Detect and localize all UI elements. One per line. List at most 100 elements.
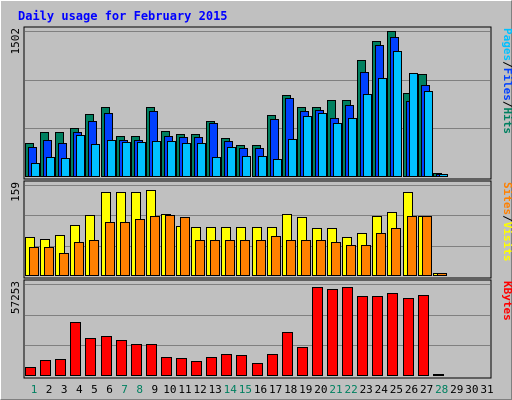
day-label-10: 10 (163, 383, 176, 396)
bar-kbytes-day-8 (131, 344, 142, 376)
day-label-25: 25 (390, 383, 403, 396)
bar-pages-day-1 (31, 163, 40, 177)
panel-bottom-ymax-label: 57253 (9, 281, 22, 314)
day-labels: 1 2 3 4 5 6 7 8 9 10 11 12 13 14 15 16 17 18 19 20 21 22 23 24 2… (31, 383, 494, 396)
bar-pages-day-20 (318, 113, 327, 177)
bar-sites-day-14 (225, 240, 235, 276)
bar-pages-day-18 (288, 139, 297, 177)
bar-kbytes-day-12 (191, 361, 202, 376)
day-label-20: 20 (314, 383, 327, 396)
day-label-8: 8 (136, 383, 143, 396)
day-label-18: 18 (284, 383, 297, 396)
day-label-13: 13 (209, 383, 222, 396)
chart-panels: 1502Pages/Files/Hits159Sites/Visits57253… (9, 26, 512, 379)
day-label-11: 11 (178, 383, 191, 396)
bar-sites-day-24 (376, 233, 386, 276)
bar-sites-day-12 (195, 240, 205, 276)
bar-kbytes-day-18 (282, 332, 293, 376)
bar-kbytes-day-28 (433, 374, 444, 376)
bar-sites-day-8 (135, 219, 145, 276)
bar-sites-day-1 (29, 247, 39, 276)
panel-top-legend: Pages/Files/Hits (501, 28, 512, 134)
day-label-21: 21 (329, 383, 342, 396)
bar-kbytes-day-14 (221, 354, 232, 376)
bar-kbytes-day-4 (70, 322, 81, 376)
panel-bottom-legend: KBytes (501, 281, 512, 321)
bar-sites-day-27 (422, 216, 432, 276)
bar-kbytes-day-15 (236, 355, 247, 376)
day-label-23: 23 (360, 383, 373, 396)
legend-entry: Hits (501, 108, 512, 135)
bar-pages-day-16 (258, 156, 267, 177)
bar-kbytes-day-19 (297, 347, 308, 376)
bar-sites-day-11 (180, 217, 190, 276)
bar-kbytes-day-9 (146, 344, 157, 376)
bar-pages-day-12 (197, 143, 206, 177)
bar-pages-day-23 (363, 94, 372, 177)
legend-entry: Files (501, 68, 512, 101)
day-label-31: 31 (480, 383, 493, 396)
bar-kbytes-day-7 (116, 340, 127, 376)
bar-kbytes-day-6 (101, 336, 112, 376)
bar-pages-day-13 (212, 157, 221, 177)
day-label-28: 28 (435, 383, 448, 396)
bar-pages-day-27 (424, 91, 433, 177)
legend-entry: Pages (501, 28, 512, 61)
bar-sites-day-7 (120, 222, 130, 276)
day-label-7: 7 (121, 383, 128, 396)
day-label-22: 22 (344, 383, 357, 396)
bar-kbytes-day-22 (342, 287, 353, 376)
bar-kbytes-day-5 (85, 338, 96, 376)
legend-entry: KBytes (501, 281, 512, 321)
bar-pages-day-21 (333, 123, 342, 177)
bar-sites-day-13 (210, 240, 220, 276)
bar-sites-day-22 (346, 245, 356, 276)
bar-sites-day-19 (301, 240, 311, 276)
bar-sites-day-5 (89, 240, 99, 276)
legend-entry: Visits (501, 222, 512, 262)
day-label-29: 29 (450, 383, 463, 396)
day-label-3: 3 (61, 383, 68, 396)
bar-kbytes-day-16 (252, 363, 263, 376)
bar-kbytes-day-26 (403, 298, 414, 376)
bar-pages-day-3 (61, 158, 70, 177)
bar-sites-day-17 (271, 236, 281, 276)
legend-entry: / (501, 101, 512, 108)
panel-middle-legend: Sites/Visits (501, 182, 512, 262)
bar-pages-day-7 (122, 142, 131, 177)
bar-pages-day-25 (393, 51, 402, 177)
panel-middle: 159 Sites/Visits (9, 180, 512, 279)
day-label-30: 30 (465, 383, 478, 396)
panel-top-ymax-label: 1502 (9, 28, 22, 55)
bar-sites-day-15 (240, 240, 250, 276)
bar-pages-day-4 (76, 135, 85, 177)
bar-kbytes-day-21 (327, 289, 338, 376)
bar-kbytes-day-25 (387, 293, 398, 376)
bar-kbytes-day-20 (312, 287, 323, 376)
legend-entry: / (501, 61, 512, 68)
day-label-2: 2 (46, 383, 53, 396)
bar-sites-day-20 (316, 240, 326, 276)
bar-kbytes-day-24 (372, 296, 383, 376)
bar-sites-day-26 (407, 216, 417, 276)
bar-sites-day-25 (391, 228, 401, 276)
bar-pages-day-22 (348, 118, 357, 177)
day-label-17: 17 (269, 383, 282, 396)
bar-sites-day-4 (74, 242, 84, 276)
bar-pages-day-9 (152, 141, 161, 177)
day-label-14: 14 (224, 383, 238, 396)
bar-kbytes-day-10 (161, 357, 172, 376)
bar-sites-day-18 (286, 240, 296, 276)
bar-sites-day-28 (437, 273, 447, 276)
day-label-5: 5 (91, 383, 98, 396)
bar-pages-day-19 (303, 116, 312, 177)
day-label-6: 6 (106, 383, 113, 396)
bar-sites-day-6 (105, 222, 115, 276)
bar-pages-day-5 (91, 144, 100, 177)
bar-pages-day-17 (273, 159, 282, 177)
bar-sites-day-21 (331, 242, 341, 276)
bar-kbytes-day-11 (176, 358, 187, 376)
bar-sites-day-23 (361, 245, 371, 276)
